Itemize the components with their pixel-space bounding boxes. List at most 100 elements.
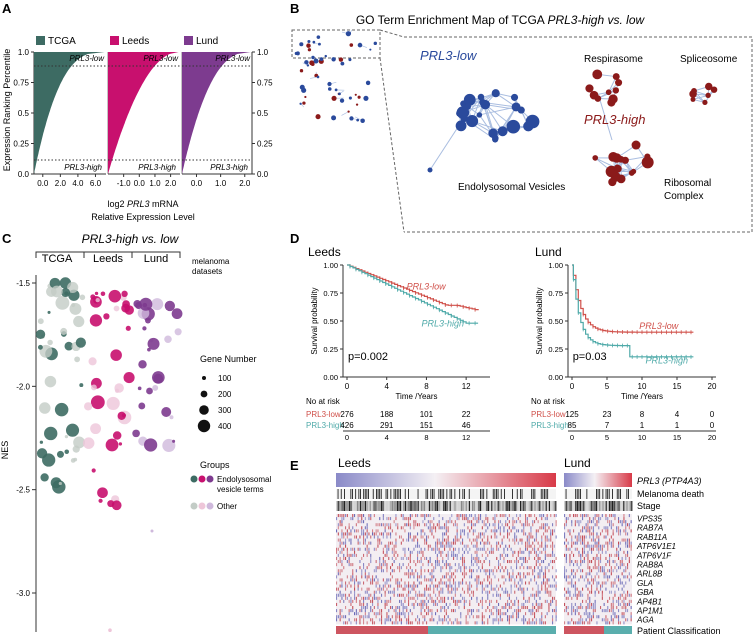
e-stage-mark bbox=[542, 501, 544, 511]
e-cell bbox=[618, 587, 620, 591]
e-cell bbox=[424, 599, 426, 603]
e-cell bbox=[521, 578, 523, 582]
e-cell bbox=[345, 606, 347, 610]
b-node bbox=[463, 93, 476, 106]
e-cell bbox=[359, 560, 361, 564]
e-cell bbox=[514, 532, 516, 536]
e-cell bbox=[384, 581, 386, 585]
e-cell bbox=[544, 553, 546, 557]
d-title-lund: Lund bbox=[535, 245, 562, 259]
e-cell bbox=[354, 550, 356, 554]
e-cell bbox=[411, 572, 413, 576]
e-cell bbox=[512, 569, 514, 573]
e-cell bbox=[413, 587, 415, 591]
e-cell bbox=[625, 553, 627, 557]
e-cell bbox=[496, 535, 498, 539]
e-cell bbox=[596, 541, 598, 545]
e-cell bbox=[530, 621, 532, 625]
e-cohort-leeds: Leeds bbox=[338, 456, 371, 470]
e-cell bbox=[565, 520, 567, 524]
e-cell bbox=[438, 550, 440, 554]
e-cell bbox=[589, 517, 591, 521]
e-class-leeds-low bbox=[336, 626, 428, 634]
e-cell bbox=[420, 560, 422, 564]
e-cell bbox=[514, 609, 516, 613]
b-mini-node bbox=[311, 55, 315, 60]
e-cell bbox=[440, 590, 442, 594]
e-cell bbox=[609, 609, 611, 613]
e-cell bbox=[382, 514, 384, 518]
e-cell bbox=[600, 547, 602, 551]
e-cell bbox=[625, 602, 627, 606]
e-cell bbox=[582, 547, 584, 551]
e-cell bbox=[370, 541, 372, 545]
e-cell bbox=[612, 618, 614, 622]
e-cell bbox=[357, 520, 359, 524]
e-stage-mark bbox=[497, 501, 499, 511]
e-cell bbox=[553, 529, 555, 533]
e-cell bbox=[411, 587, 413, 591]
e-cell bbox=[582, 593, 584, 597]
e-cell bbox=[600, 566, 602, 570]
d-risk-high-value: 1 bbox=[640, 421, 645, 430]
e-cell bbox=[573, 541, 575, 545]
e-cell bbox=[424, 532, 426, 536]
e-cell bbox=[591, 550, 593, 554]
c-bubble bbox=[91, 384, 97, 391]
e-cell bbox=[478, 532, 480, 536]
e-cell bbox=[368, 612, 370, 616]
e-cell bbox=[508, 602, 510, 606]
c-bubble bbox=[147, 347, 151, 352]
e-cell bbox=[408, 547, 410, 551]
e-cell bbox=[433, 523, 435, 527]
e-cell bbox=[623, 538, 625, 542]
e-cell bbox=[442, 556, 444, 560]
e-cell bbox=[420, 529, 422, 533]
e-cell bbox=[571, 538, 573, 542]
e-cell bbox=[463, 606, 465, 610]
a-high-label: PRL3-high bbox=[210, 163, 248, 172]
e-cell bbox=[565, 569, 567, 573]
e-cell bbox=[417, 514, 419, 518]
e-cell bbox=[587, 563, 589, 567]
e-cell bbox=[571, 606, 573, 610]
e-cell bbox=[552, 599, 554, 603]
e-cell bbox=[580, 514, 582, 518]
e-cell bbox=[550, 544, 552, 548]
e-cell bbox=[345, 587, 347, 591]
e-cell bbox=[616, 606, 618, 610]
e-cell bbox=[616, 529, 618, 533]
e-cell bbox=[514, 520, 516, 524]
e-cell bbox=[555, 569, 557, 573]
e-cell bbox=[345, 526, 347, 530]
e-cell bbox=[514, 584, 516, 588]
b-node bbox=[631, 140, 641, 150]
e-cell bbox=[366, 523, 368, 527]
e-cell bbox=[605, 550, 607, 554]
e-cell bbox=[413, 547, 415, 551]
e-cell bbox=[377, 578, 379, 582]
e-cell bbox=[343, 517, 345, 521]
e-cell bbox=[422, 550, 424, 554]
e-cell bbox=[535, 599, 537, 603]
e-cell bbox=[431, 578, 433, 582]
e-stage-mark bbox=[478, 501, 480, 511]
e-cell bbox=[516, 514, 518, 518]
e-cell bbox=[507, 609, 509, 613]
e-cell bbox=[605, 609, 607, 613]
a-xtick-label: 4.0 bbox=[72, 179, 84, 188]
e-cell bbox=[465, 517, 467, 521]
e-cell bbox=[543, 547, 545, 551]
e-cell bbox=[505, 606, 507, 610]
b-node bbox=[506, 119, 521, 134]
e-cell bbox=[621, 523, 623, 527]
e-cell bbox=[445, 538, 447, 542]
e-cell bbox=[417, 544, 419, 548]
e-cell bbox=[359, 547, 361, 551]
c-groups-legend-title: Groups bbox=[200, 460, 230, 470]
e-cell bbox=[368, 615, 370, 619]
e-cell bbox=[534, 578, 536, 582]
e-stage-mark bbox=[414, 501, 416, 511]
e-stage-mark bbox=[612, 501, 614, 511]
e-cell bbox=[607, 547, 609, 551]
